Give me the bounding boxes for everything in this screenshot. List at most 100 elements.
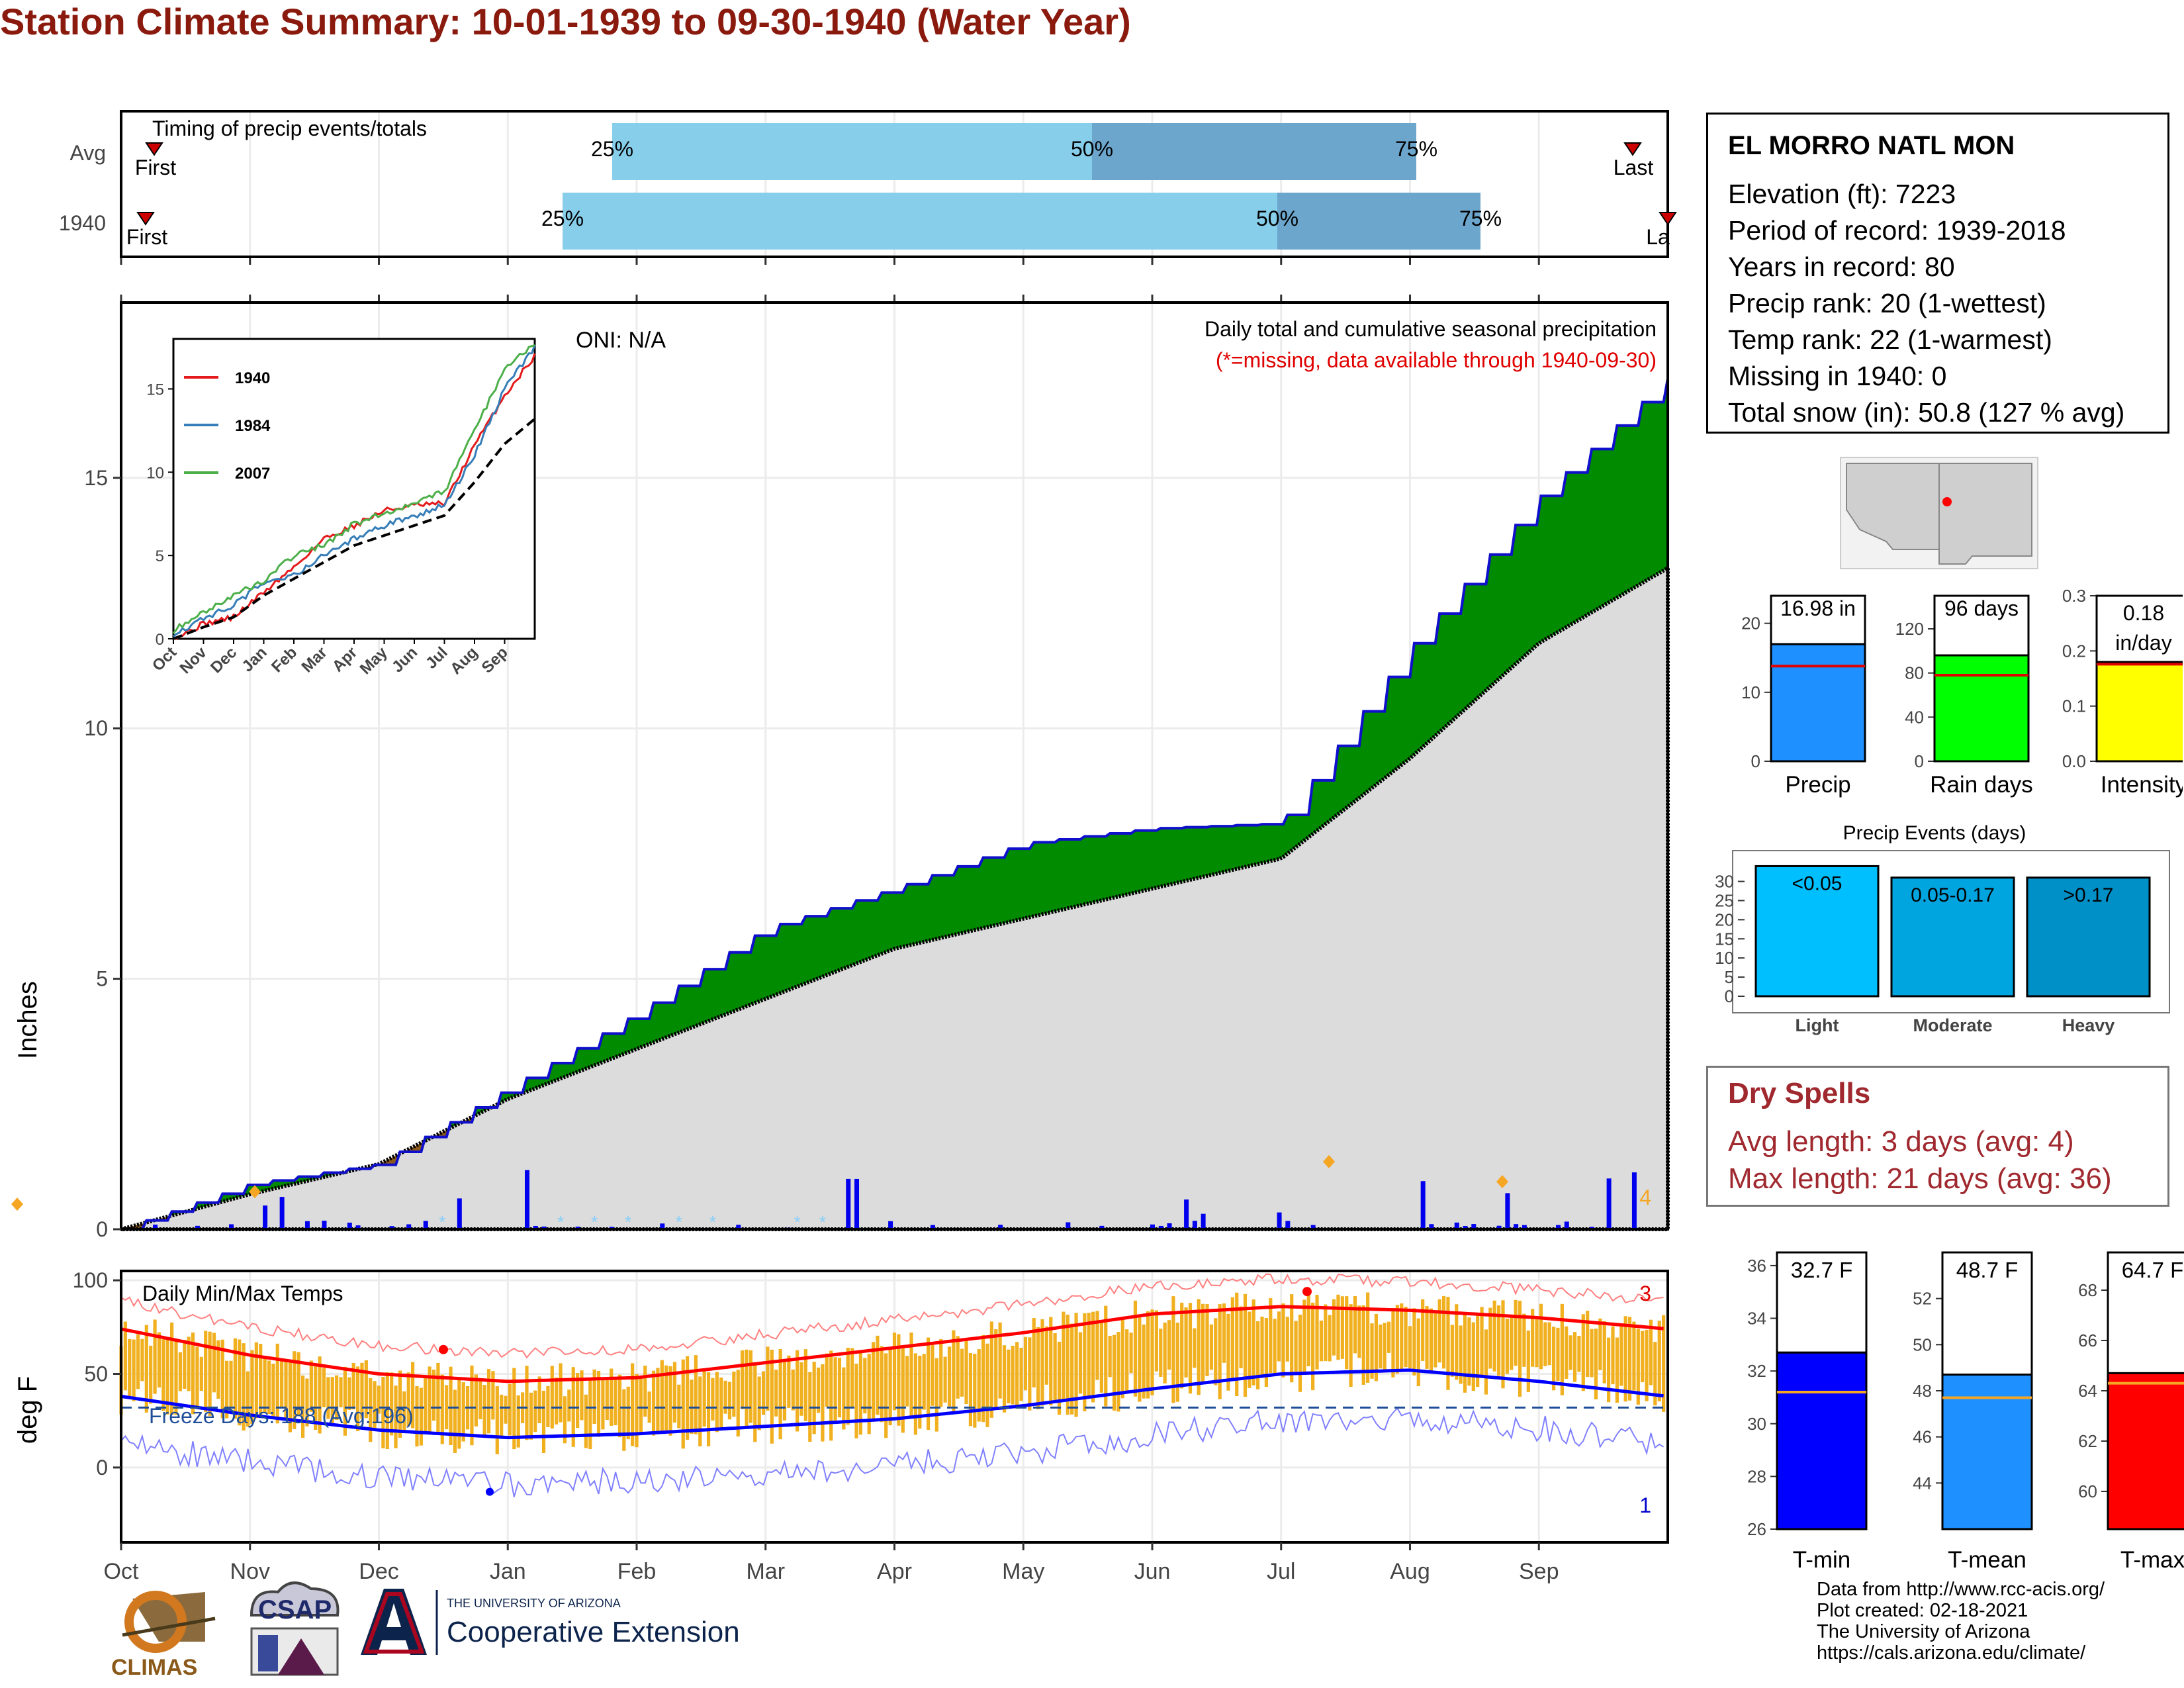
daily-temp-bar <box>892 1333 897 1411</box>
daily-precip-bar <box>1192 1221 1197 1229</box>
daily-temp-bar <box>736 1370 740 1437</box>
daily-temp-bar <box>567 1389 571 1422</box>
daily-temp-bar <box>1569 1335 1572 1370</box>
record-low-line <box>120 1407 1664 1497</box>
daily-temp-bar <box>1070 1323 1074 1415</box>
precip-corner-count: 4 <box>1639 1186 1651 1209</box>
daily-temp-bar <box>664 1365 668 1434</box>
daily-temp-bar <box>952 1330 956 1414</box>
daily-temp-bar <box>419 1387 423 1446</box>
daily-temp-bar <box>296 1352 300 1417</box>
daily-temp-bar <box>660 1360 664 1433</box>
climas-logo: CLIMAS <box>111 1591 216 1680</box>
daily-temp-bar <box>1450 1325 1454 1377</box>
daily-temp-bar <box>195 1346 199 1409</box>
snow-marker: * <box>625 1212 631 1232</box>
daily-temp-bar <box>888 1348 892 1426</box>
timing-pct-label: 25% <box>591 137 633 161</box>
daily-temp-bar <box>563 1396 567 1444</box>
inset-series-line <box>172 344 535 634</box>
daily-temp-bar <box>364 1360 368 1419</box>
daily-temp-bar <box>1366 1292 1370 1383</box>
daily-temp-bar <box>1586 1311 1590 1378</box>
daily-temp-bar <box>741 1350 745 1409</box>
daily-temp-bar <box>635 1374 639 1448</box>
temp-summary-chart: 26 28 30 32 34 36 32.7 F T-min 44 46 48 50 52 48.7 F T… <box>1747 1251 2184 1573</box>
daily-temp-bar <box>1433 1313 1437 1368</box>
daily-temp-bar <box>1311 1302 1315 1391</box>
daily-temp-bar <box>390 1372 394 1436</box>
month-label: Jun <box>1134 1559 1171 1584</box>
daily-temp-bar <box>525 1366 529 1440</box>
daily-temp-bar <box>1087 1313 1091 1396</box>
info-temp-rank: Temp rank: 22 (1-warmest) <box>1728 324 2052 355</box>
daily-temp-bar <box>668 1366 672 1436</box>
daily-temp-bar <box>880 1346 884 1423</box>
info-years: Years in record: 80 <box>1728 252 1955 282</box>
daily-temp-bar <box>833 1357 837 1424</box>
daily-temp-bar <box>1007 1349 1011 1403</box>
daily-temp-bar <box>837 1358 842 1418</box>
first-label: First <box>126 225 167 249</box>
daily-precip-bar <box>153 1224 158 1229</box>
daily-temp-bar <box>144 1325 148 1413</box>
daily-temp-bar <box>343 1366 347 1436</box>
inset-month-label: Apr <box>329 643 361 675</box>
daily-temp-bar <box>901 1346 905 1433</box>
record-high-marker <box>1302 1287 1312 1297</box>
temp-summary-tick-label: 34 <box>1747 1309 1766 1329</box>
events-range-label: <0.05 <box>1792 872 1843 894</box>
daily-temp-bar <box>1256 1321 1260 1389</box>
temp-corner-top: 3 <box>1639 1282 1651 1305</box>
daily-temp-bar <box>1446 1297 1450 1390</box>
daily-temp-bar <box>622 1389 626 1451</box>
daily-precip-bar <box>1454 1222 1459 1229</box>
inset-y-tick-label: 10 <box>146 464 164 482</box>
daily-temp-bar <box>796 1350 799 1432</box>
daily-precip-bar <box>1184 1199 1189 1229</box>
daily-temp-bar <box>994 1329 998 1409</box>
events-name: Light <box>1796 1015 1839 1035</box>
daily-temp-bar <box>440 1374 444 1444</box>
summary-value-label: 0.18 <box>2123 601 2164 625</box>
daily-temp-bar <box>140 1338 144 1382</box>
month-label: May <box>1002 1559 1044 1584</box>
daily-temp-bar <box>377 1385 381 1414</box>
daily-temp-bar <box>1248 1311 1251 1388</box>
daily-temp-bar <box>1193 1328 1197 1368</box>
month-axis: Oct Nov Dec Jan Feb Mar Apr May Jun Jul Aug Sep <box>104 1542 1559 1584</box>
daily-temp-bar <box>825 1353 829 1407</box>
daily-precip-bar <box>457 1198 462 1229</box>
daily-temp-bar <box>947 1346 952 1407</box>
daily-temp-bar <box>1150 1309 1154 1395</box>
daily-temp-bar <box>1083 1313 1087 1412</box>
daily-temp-bar <box>1361 1305 1365 1385</box>
daily-temp-bar <box>732 1371 736 1417</box>
daily-temp-bar <box>1594 1329 1598 1399</box>
daily-temp-bar <box>355 1366 360 1431</box>
daily-temp-bar <box>225 1360 229 1419</box>
daily-precip-bar <box>846 1178 851 1229</box>
summary-tick-label: 80 <box>1905 663 1924 683</box>
daily-temp-bar <box>500 1394 504 1438</box>
month-label: Apr <box>877 1559 912 1584</box>
daily-temp-bar <box>1264 1317 1269 1387</box>
daily-temp-bar <box>1463 1311 1467 1393</box>
daily-temp-bar <box>647 1391 651 1423</box>
inset-month-label: Nov <box>177 643 211 678</box>
info-elevation: Elevation (ft): 7223 <box>1728 179 1956 209</box>
daily-temp-bar <box>1425 1306 1429 1369</box>
daily-temp-bar <box>1636 1329 1640 1405</box>
daily-temp-bar <box>1298 1315 1302 1392</box>
inset-month-label: Feb <box>268 643 300 676</box>
info-missing: Missing in 1940: 0 <box>1728 361 1947 391</box>
daily-temp-bar <box>677 1384 681 1429</box>
events-tick-label: 30 <box>1715 872 1734 892</box>
info-snow: Total snow (in): 50.8 (127 % avg) <box>1728 397 2125 428</box>
precip-frame <box>120 301 1669 1231</box>
daily-temp-bar <box>1459 1325 1463 1384</box>
inset-y-tick-label: 5 <box>156 547 164 565</box>
daily-temp-bar <box>918 1356 922 1429</box>
events-range-label: 0.05-0.17 <box>1911 884 1995 906</box>
daily-temp-bar <box>1480 1307 1484 1376</box>
